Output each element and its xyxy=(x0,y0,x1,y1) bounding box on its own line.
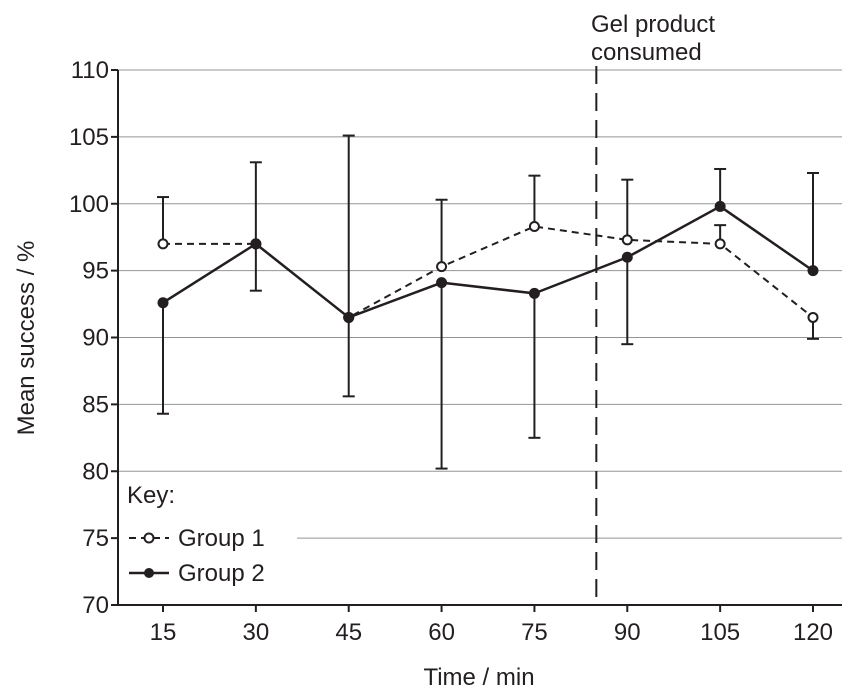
y-tick-label-100: 100 xyxy=(69,191,109,218)
point-group-2-90 xyxy=(621,251,633,263)
y-tick-label-90: 90 xyxy=(82,325,109,352)
y-tick-label-95: 95 xyxy=(82,258,109,285)
point-group-1-60 xyxy=(436,261,448,273)
x-axis-ticks: 15 30 45 60 75 90 105 120 xyxy=(150,605,833,646)
x-tick-label-60: 60 xyxy=(428,619,455,646)
series-layer xyxy=(157,134,819,470)
point-group-2-75 xyxy=(528,287,540,299)
legend-swatch-group-1-marker xyxy=(143,532,155,544)
legend-label-group-1: Group 1 xyxy=(178,525,265,552)
x-tick-label-105: 105 xyxy=(700,619,740,646)
x-tick-label-90: 90 xyxy=(614,619,641,646)
point-group-2-30 xyxy=(250,238,262,250)
point-group-1-15 xyxy=(157,238,169,250)
x-axis-title: Time / min xyxy=(423,664,534,691)
legend-label-group-2: Group 2 xyxy=(178,560,265,587)
annotation-label-line1: Gel product xyxy=(591,11,715,38)
point-group-1-120 xyxy=(807,311,819,323)
point-group-2-15 xyxy=(157,297,169,309)
x-tick-label-45: 45 xyxy=(335,619,362,646)
legend-title: Key: xyxy=(127,482,175,509)
x-tick-label-75: 75 xyxy=(521,619,548,646)
gel-annotation: Gel product consumed xyxy=(591,11,715,604)
y-tick-label-80: 80 xyxy=(82,458,109,485)
y-tick-label-75: 75 xyxy=(82,525,109,552)
x-tick-label-15: 15 xyxy=(150,619,177,646)
y-tick-label-110: 110 xyxy=(71,57,109,84)
point-group-2-45 xyxy=(343,311,355,323)
point-group-2-60 xyxy=(436,277,448,289)
point-group-2-120 xyxy=(807,265,819,277)
annotation-label-line2: consumed xyxy=(591,39,702,66)
series-line-group-1 xyxy=(163,225,814,319)
markers-group-1 xyxy=(157,220,819,323)
point-group-1-90 xyxy=(621,234,633,246)
y-tick-label-105: 105 xyxy=(69,124,109,151)
series-group-2 xyxy=(157,134,819,470)
y-axis-ticks: 70 75 80 85 90 95 100 105 110 xyxy=(69,57,118,619)
legend-swatch-group-2-marker xyxy=(144,568,154,578)
markers-group-2 xyxy=(157,200,819,323)
point-group-2-105 xyxy=(714,200,726,212)
y-tick-label-85: 85 xyxy=(82,391,109,418)
legend: Key: Group 1 Group 2 xyxy=(127,482,265,587)
point-group-1-105 xyxy=(714,238,726,250)
y-tick-label-70: 70 xyxy=(82,592,109,619)
y-axis-title: Mean success / % xyxy=(13,241,40,436)
x-tick-label-120: 120 xyxy=(793,619,833,646)
point-group-1-75 xyxy=(528,220,540,232)
x-tick-label-30: 30 xyxy=(243,619,270,646)
gridlines xyxy=(118,69,842,539)
series-line-group-2 xyxy=(162,205,814,319)
